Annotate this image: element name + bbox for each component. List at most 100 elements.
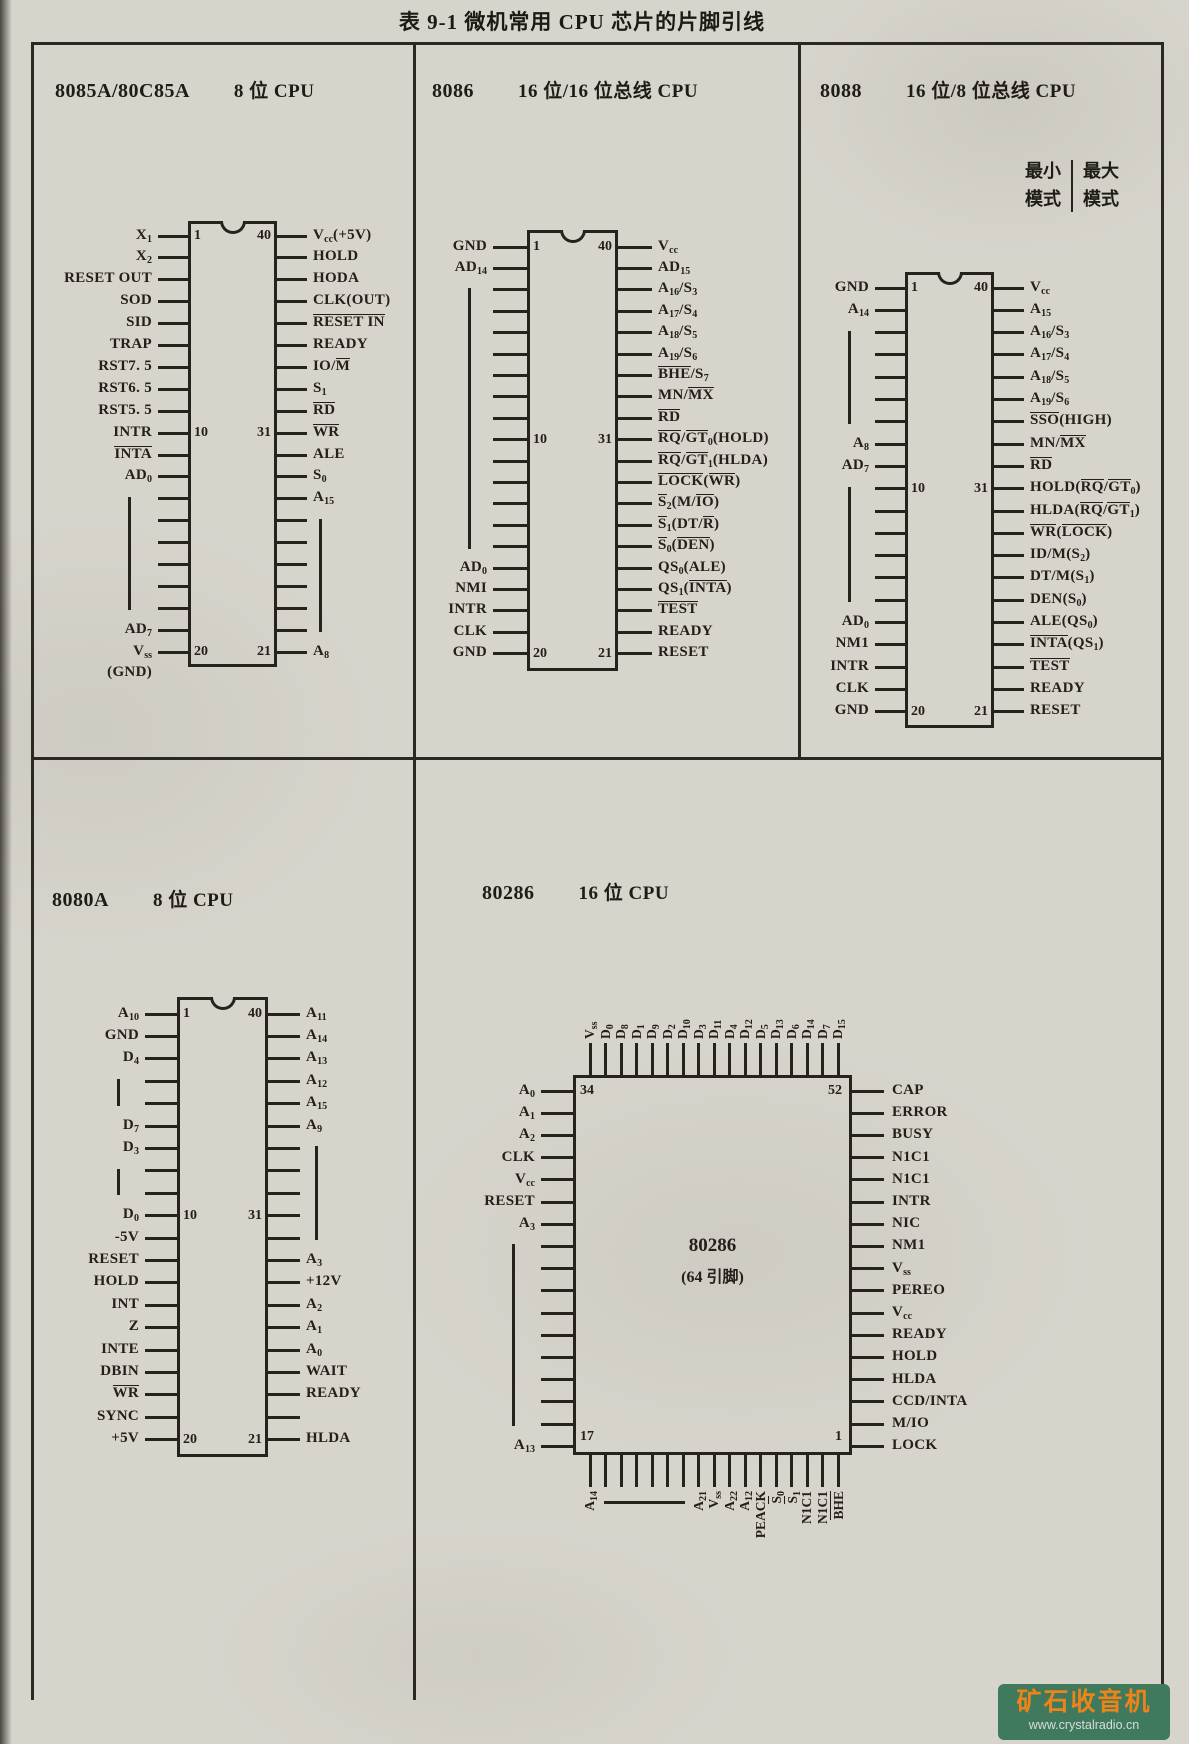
pin-stub	[875, 420, 905, 424]
pin-stub	[875, 375, 905, 379]
pin-stub	[759, 1455, 762, 1487]
pin-label: A2	[306, 1295, 323, 1314]
pin-label: A12	[737, 1491, 755, 1511]
pin-stub	[994, 398, 1024, 401]
pin-stub	[277, 300, 307, 304]
pin-stub	[493, 566, 527, 570]
pin-label: HOLD	[892, 1348, 938, 1365]
pin-number: 17	[580, 1429, 594, 1444]
pin-stub	[790, 1043, 793, 1075]
pin-label: SYNC	[96, 1407, 139, 1424]
pin-label: DT/M(S1)	[1030, 568, 1095, 587]
pin-stub	[618, 545, 652, 549]
pin-stub	[875, 665, 905, 669]
chip-model: 80286	[482, 882, 535, 904]
pin-stub	[158, 431, 188, 435]
pin-label: RST6. 5	[98, 379, 152, 396]
pin-stub	[541, 1444, 573, 1448]
pin-stub	[493, 266, 527, 270]
pin-stub	[145, 1303, 177, 1307]
pin-stub	[541, 1200, 573, 1204]
pin-stub	[158, 650, 188, 654]
pin-label: Vss	[582, 1021, 600, 1039]
pin-label: GND	[834, 702, 869, 719]
pin-stub	[650, 1043, 654, 1075]
table-border-left	[31, 42, 34, 1700]
pin-stub	[277, 606, 307, 610]
pin-number: 40	[257, 228, 271, 243]
pin-stub	[743, 1043, 747, 1075]
pin-label: WR	[313, 423, 340, 440]
pin-stub	[158, 563, 188, 566]
pin-stub	[875, 308, 905, 312]
pin-number: 34	[580, 1083, 594, 1098]
table-divider-col2	[798, 42, 801, 760]
pin-label: CLK(OUT)	[313, 292, 391, 309]
pin-label: S2(M/IO)	[658, 494, 720, 513]
pin-number: 31	[974, 480, 988, 496]
mode-divider-line	[1071, 160, 1073, 212]
page-title: 表 9-1 微机常用 CPU 芯片的片脚引线	[398, 10, 766, 34]
pin-label: HLDA	[306, 1430, 351, 1447]
pin-label: D7	[122, 1116, 139, 1135]
pin-stub	[493, 459, 527, 463]
pin-label: INTA(QS1)	[1030, 635, 1104, 654]
pin-stub	[158, 475, 188, 479]
pin-stub	[875, 710, 905, 714]
pin-stub	[541, 1111, 573, 1115]
pin-stub	[493, 587, 527, 591]
pin-stub	[541, 1178, 573, 1182]
pin-stub	[618, 373, 652, 377]
pin-label: Vcc	[658, 237, 679, 256]
pin-label: QS0(ALE)	[658, 558, 726, 577]
pin-stub	[268, 1057, 300, 1061]
watermark-site-name: 矿石收音机	[1016, 1688, 1152, 1716]
pin-stub	[875, 464, 905, 468]
pin-label: NM1	[835, 635, 869, 652]
pin-stub	[145, 1169, 177, 1173]
pin-label: LOCK	[892, 1437, 938, 1454]
pin-stub	[875, 576, 905, 580]
chip-model: 8088	[820, 80, 862, 102]
pin-label: INTR	[448, 601, 487, 618]
pin-label: DBIN	[100, 1362, 139, 1379]
pin-stub	[493, 373, 527, 377]
pin-stub	[994, 643, 1024, 647]
pin-number: 52	[828, 1083, 842, 1098]
pin-number: 1	[533, 239, 540, 254]
pin-stub	[268, 1012, 300, 1016]
pin-stub	[493, 352, 527, 356]
pin-stub	[277, 431, 307, 435]
pin-stub	[268, 1146, 300, 1150]
pin-stub	[618, 395, 652, 399]
pin-label: Vcc	[514, 1170, 535, 1189]
pin-stub	[852, 1089, 884, 1093]
pin-stub	[158, 409, 188, 413]
pin-label: M/IO	[892, 1415, 930, 1431]
pin-stub	[666, 1455, 669, 1487]
pin-stub	[277, 475, 307, 479]
pin-number: 40	[248, 1006, 262, 1021]
pin-label: PEACK	[752, 1491, 768, 1539]
pin-label: RST5. 5	[98, 401, 152, 418]
pin-stub	[994, 621, 1024, 624]
chip-notch-icon	[559, 230, 586, 243]
pin-stub	[618, 266, 652, 270]
pin-stub	[836, 1043, 840, 1075]
pin-label: GND	[452, 644, 487, 661]
pin-label: S1(DT/R)	[658, 515, 720, 534]
pin-label: D0	[122, 1206, 139, 1225]
pin-stub	[588, 1043, 592, 1075]
pin-stub	[994, 576, 1024, 580]
pin-stub	[774, 1043, 778, 1075]
pin-stub	[541, 1156, 573, 1160]
pin-stub	[805, 1455, 809, 1487]
pin-stub	[852, 1444, 884, 1448]
chip-header-80286: 80286 16 位 CPU	[482, 878, 669, 905]
pin-stub	[852, 1133, 884, 1137]
pin-label: A18/S5	[658, 323, 698, 342]
pin-stub	[277, 628, 307, 632]
pin-label: A15	[306, 1094, 328, 1113]
pin-stub	[158, 541, 188, 545]
pin-stub	[493, 480, 527, 484]
